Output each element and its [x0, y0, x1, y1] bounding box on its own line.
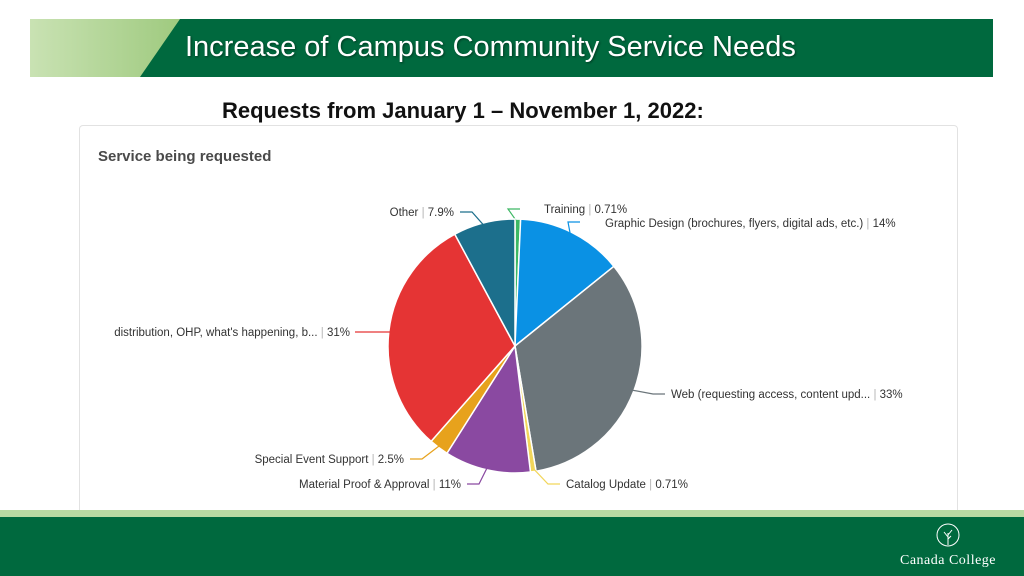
logo-text: Canada College — [899, 553, 997, 568]
slice-label-graphic-design-brochures-flyers-digital-ads-etc: Graphic Design (brochures, flyers, digit… — [605, 218, 896, 230]
leader-line-graphic-design-brochures-flyers-digital-ads-etc — [567, 221, 580, 237]
slice-label-web-requesting-access-content-upd: Web (requesting access, content upd... |… — [671, 389, 903, 401]
leader-line-material-proof-approval — [467, 465, 489, 485]
slice-label-material-proof-approval: Material Proof & Approval | 11% — [299, 479, 461, 491]
chart-card: Service being requested Training | 0.71%… — [79, 125, 958, 527]
banner-diagonal — [140, 19, 220, 77]
college-logo: Canada College — [898, 523, 998, 571]
pie-slice-web-requesting-access-content-upd — [514, 265, 643, 473]
leader-line-other — [460, 211, 486, 227]
pie-slice-other — [453, 218, 516, 347]
footer-accent — [0, 510, 1024, 517]
pie-chart: Training | 0.71% Graphic Design (brochure… — [114, 204, 903, 491]
title-banner: Increase of Campus Community Service Nee… — [30, 19, 993, 77]
leader-line-web-requesting-access-content-upd — [630, 389, 665, 395]
slide-subtitle: Requests from January 1 – November 1, 20… — [222, 98, 704, 123]
tree-icon — [936, 523, 960, 547]
chart-title: Service being requested — [98, 148, 272, 165]
leader-line-special-event-support — [410, 444, 442, 460]
leader-line-catalog-update — [532, 467, 560, 485]
slice-label-distribution-ohp-what-s-happening-b: distribution, OHP, what's happening, b..… — [114, 327, 350, 339]
slide-title: Increase of Campus Community Service Nee… — [185, 31, 796, 63]
pie-slice-material-proof-approval — [445, 343, 532, 474]
slice-label-training: Training | 0.71% — [544, 204, 627, 216]
slice-label-special-event-support: Special Event Support | 2.5% — [255, 454, 404, 466]
leader-line-training — [506, 208, 520, 224]
slice-label-catalog-update: Catalog Update | 0.71% — [566, 479, 688, 491]
pie-slice-graphic-design-brochures-flyers-digital-ads-etc — [514, 218, 615, 348]
slice-label-other: Other | 7.9% — [390, 207, 454, 219]
footer-bar: Canada College — [0, 517, 1024, 576]
